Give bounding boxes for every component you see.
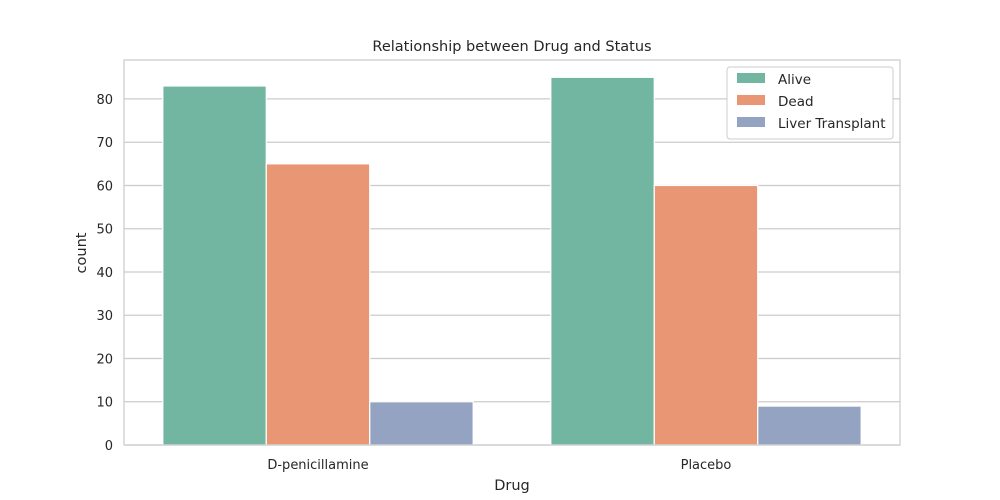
x-tick-label: Placebo <box>681 458 732 473</box>
legend-swatch <box>737 73 765 83</box>
y-tick-label: 10 <box>96 396 113 411</box>
plot-frame <box>123 59 901 446</box>
bar-dead-d-penicillamine <box>265 163 371 446</box>
y-tick-label: 50 <box>96 223 113 238</box>
bar-dead-placebo <box>653 184 759 446</box>
bars <box>162 76 862 446</box>
y-tick-label: 80 <box>96 93 113 108</box>
y-tick-label: 0 <box>105 439 113 454</box>
y-tick-label: 30 <box>96 309 113 324</box>
x-tick-label: D-penicillamine <box>267 458 368 473</box>
legend-label: Alive <box>778 72 811 88</box>
x-axis-label: Drug <box>494 478 530 494</box>
y-tick-label: 60 <box>96 179 113 194</box>
y-tick-label: 20 <box>96 352 113 367</box>
bar-alive-d-penicillamine <box>162 85 267 446</box>
legend-label: Liver Transplant <box>778 116 886 132</box>
bar-liver-transplant-placebo <box>757 405 862 446</box>
y-tick-label: 40 <box>96 266 113 281</box>
y-axis-ticks: 0 10 20 30 40 50 60 70 80 <box>96 93 113 454</box>
legend-label: Dead <box>778 94 814 110</box>
x-axis-ticks: D-penicillamine Placebo <box>267 458 731 473</box>
legend-box <box>726 66 894 140</box>
bar-alive-placebo <box>550 76 655 446</box>
y-tick-label: 70 <box>96 136 113 151</box>
bar-liver-transplant-d-penicillamine <box>369 401 474 446</box>
legend: Alive Dead Liver Transplant <box>726 66 894 140</box>
chart-title: Relationship between Drug and Status <box>372 39 651 55</box>
legend-swatch <box>737 117 765 127</box>
legend-swatch <box>737 95 765 105</box>
y-axis-label: count <box>74 232 90 273</box>
